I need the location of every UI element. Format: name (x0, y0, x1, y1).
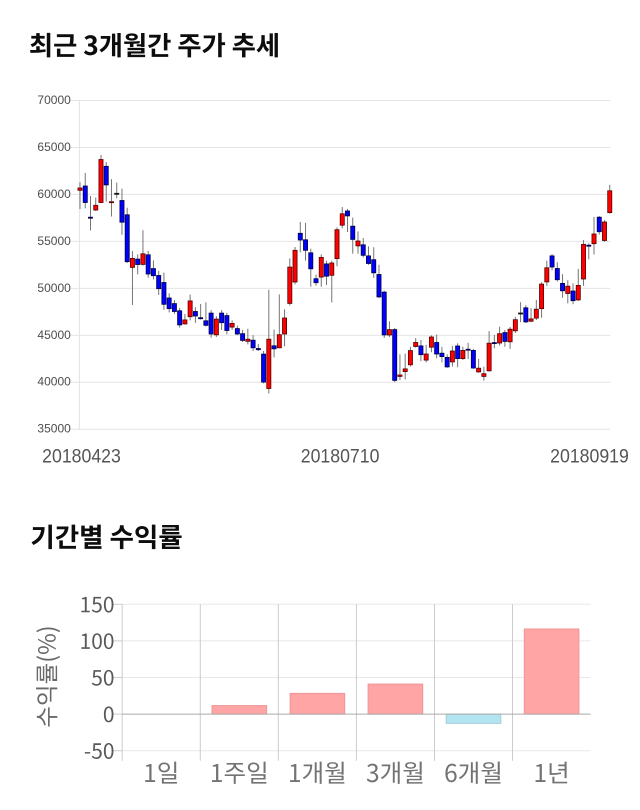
svg-text:20180423: 20180423 (42, 445, 121, 467)
svg-text:35000: 35000 (37, 422, 71, 436)
svg-text:20180710: 20180710 (301, 445, 380, 467)
svg-text:40000: 40000 (37, 375, 71, 389)
svg-text:70000: 70000 (37, 93, 71, 107)
svg-text:60000: 60000 (37, 187, 71, 201)
svg-text:55000: 55000 (37, 234, 71, 248)
svg-text:65000: 65000 (37, 140, 71, 154)
svg-text:20180919: 20180919 (550, 445, 629, 467)
svg-text:45000: 45000 (37, 328, 71, 342)
svg-text:50000: 50000 (37, 281, 71, 295)
